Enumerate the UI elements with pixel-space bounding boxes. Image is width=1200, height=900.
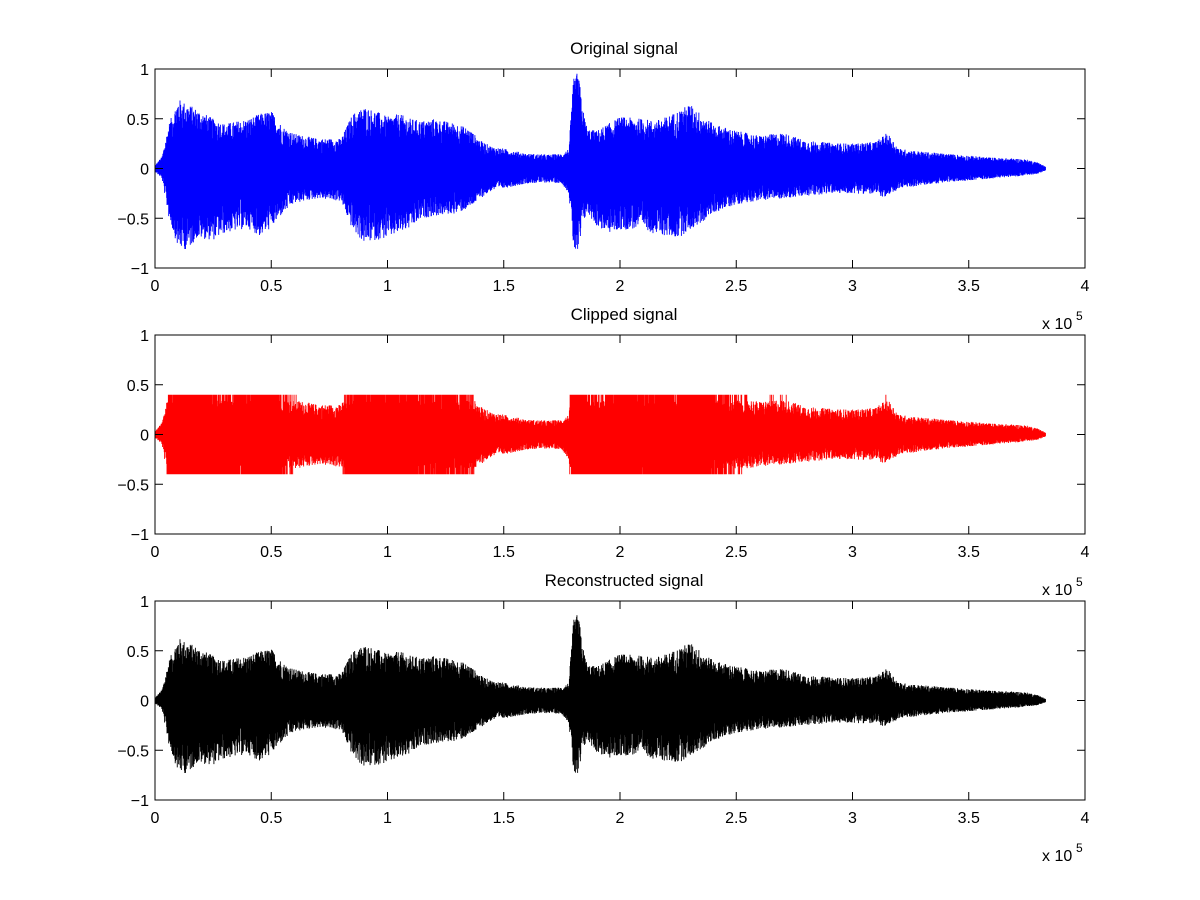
y-tick-label: 0.5 — [127, 644, 149, 661]
y-tick-label: 0.5 — [127, 378, 149, 395]
x-tick-label: 0 — [151, 544, 160, 561]
x-tick-label: 1.5 — [493, 810, 515, 827]
x-tick-label: 0 — [151, 278, 160, 295]
x-tick-label: 1 — [383, 278, 392, 295]
subplot-title: Clipped signal — [571, 305, 678, 324]
x-tick-label: 3 — [848, 544, 857, 561]
y-tick-label: −0.5 — [117, 743, 149, 760]
y-tick-label: 0 — [140, 162, 149, 179]
x-tick-label: 0.5 — [260, 278, 282, 295]
y-tick-label: 1 — [140, 594, 149, 611]
x-tick-label: 1 — [383, 544, 392, 561]
y-tick-label: 1 — [140, 62, 149, 79]
y-tick-label: −0.5 — [117, 477, 149, 494]
x-tick-label: 3 — [848, 278, 857, 295]
subplot-1: 0 0.5 1 1.5 2 2.5 3 3.5 4 −1 −0.5 0 0.5 1 Original sig… — [117, 39, 1089, 333]
x-tick-label: 1.5 — [493, 278, 515, 295]
x-tick-label: 2.5 — [725, 810, 747, 827]
y-tick-label: 0 — [140, 694, 149, 711]
subplot-2: 0 0.5 1 1.5 2 2.5 3 3.5 4 −1 −0.5 0 0.5 1 Clipped sign… — [117, 305, 1089, 599]
x-tick-label: 2.5 — [725, 278, 747, 295]
x-multiplier-exponent: 5 — [1076, 841, 1083, 855]
x-tick-label: 3 — [848, 810, 857, 827]
x-tick-label: 2.5 — [725, 544, 747, 561]
x-tick-label: 4 — [1081, 278, 1090, 295]
x-tick-label: 3.5 — [958, 810, 980, 827]
subplot-title: Reconstructed signal — [545, 571, 704, 590]
x-multiplier-exponent: 5 — [1076, 575, 1083, 589]
x-multiplier: x 10 — [1042, 316, 1072, 333]
x-tick-label: 4 — [1081, 544, 1090, 561]
x-tick-label: 1.5 — [493, 544, 515, 561]
x-multiplier: x 10 — [1042, 582, 1072, 599]
x-tick-label: 3.5 — [958, 544, 980, 561]
x-tick-label: 4 — [1081, 810, 1090, 827]
subplot-title: Original signal — [570, 39, 678, 58]
y-tick-label: 0 — [140, 428, 149, 445]
x-tick-label: 2 — [616, 810, 625, 827]
y-tick-label: −1 — [131, 793, 149, 810]
subplot-3: 0 0.5 1 1.5 2 2.5 3 3.5 4 −1 −0.5 0 0.5 1 Reconstructe… — [117, 571, 1089, 865]
y-tick-label: −1 — [131, 261, 149, 278]
y-tick-label: 1 — [140, 328, 149, 345]
x-tick-label: 0.5 — [260, 544, 282, 561]
x-tick-label: 0 — [151, 810, 160, 827]
x-multiplier-exponent: 5 — [1076, 309, 1083, 323]
y-tick-label: −0.5 — [117, 211, 149, 228]
y-tick-label: 0.5 — [127, 112, 149, 129]
x-tick-label: 2 — [616, 544, 625, 561]
x-tick-label: 2 — [616, 278, 625, 295]
y-tick-label: −1 — [131, 527, 149, 544]
x-tick-label: 3.5 — [958, 278, 980, 295]
x-multiplier: x 10 — [1042, 848, 1072, 865]
x-tick-label: 1 — [383, 810, 392, 827]
x-tick-label: 0.5 — [260, 810, 282, 827]
